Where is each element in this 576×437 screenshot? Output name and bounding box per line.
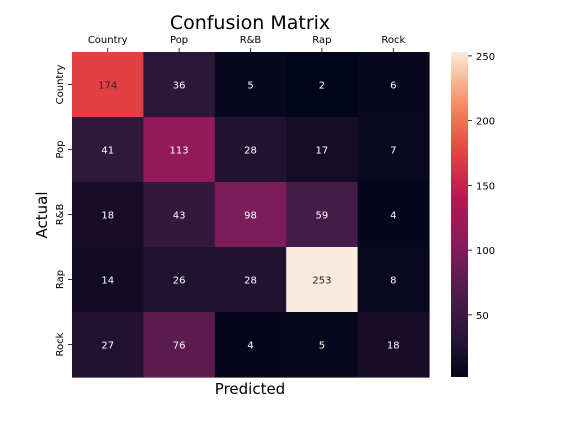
- heatmap-cell: [214, 247, 287, 313]
- heatmap-cell: [143, 312, 216, 378]
- colorbar-ticks: 50 100 150 200 250: [468, 52, 495, 322]
- cell-value-label: 41: [101, 146, 114, 157]
- heatmap-cells: 174 36 5 2 641 113 28 17 718 43 98 59 414 26 28 253 827 7…: [72, 52, 430, 378]
- cell-value-label: 5: [247, 81, 253, 92]
- heatmap-cell: [357, 117, 430, 183]
- x-tick-label: Rap: [312, 35, 331, 46]
- cell-value-label: 76: [173, 341, 186, 352]
- cell-value-label: 4: [247, 341, 253, 352]
- cell-value-label: 43: [173, 211, 186, 222]
- heatmap-cell: [357, 247, 430, 313]
- colorbar-tick-label: 100: [476, 246, 495, 257]
- y-tick-label: Rock: [55, 332, 66, 356]
- x-tick-label: Pop: [170, 35, 188, 46]
- cell-value-label: 14: [101, 276, 114, 287]
- heatmap-cell: [357, 182, 430, 248]
- cell-value-label: 113: [170, 146, 189, 157]
- cell-value-label: 28: [244, 276, 257, 287]
- heatmap-cell: [72, 312, 144, 378]
- y-tick-label: Country: [55, 65, 66, 105]
- heatmap-cell: [357, 312, 430, 378]
- heatmap-cell: [143, 117, 216, 183]
- cell-value-label: 27: [101, 341, 114, 352]
- y-tick-label: Pop: [55, 140, 66, 158]
- heatmap-cell: [286, 312, 359, 378]
- colorbar-tick-label: 250: [476, 52, 495, 63]
- heatmap-cell: [286, 52, 359, 118]
- x-axis-label: Predicted: [215, 380, 285, 398]
- cell-value-label: 4: [390, 211, 396, 222]
- x-tick-labels: Country Pop R&B Rap Rock: [88, 35, 405, 52]
- heatmap-cell: [72, 52, 144, 118]
- heatmap-cell: [143, 182, 216, 248]
- heatmap-cell: [214, 182, 287, 248]
- heatmap-cell: [72, 117, 144, 183]
- chart-title: Confusion Matrix: [170, 12, 330, 34]
- y-tick-label: R&B: [55, 204, 66, 226]
- cell-value-label: 26: [173, 276, 186, 287]
- cell-value-label: 36: [173, 81, 186, 92]
- heatmap-cell: [72, 247, 144, 313]
- heatmap-cell: [143, 247, 216, 313]
- colorbar-tick-label: 150: [476, 181, 495, 192]
- y-tick-label: Rap: [55, 270, 66, 289]
- cell-value-label: 2: [319, 81, 325, 92]
- cell-value-label: 17: [316, 146, 329, 157]
- colorbar-tick-label: 200: [476, 117, 495, 128]
- cell-value-label: 18: [387, 341, 400, 352]
- cell-value-label: 59: [316, 211, 329, 222]
- heatmap-cell: [143, 52, 216, 118]
- colorbar-tick-label: 50: [476, 311, 489, 322]
- cell-value-label: 28: [244, 146, 257, 157]
- heatmap-cell: [72, 182, 144, 248]
- heatmap-cell: [214, 312, 287, 378]
- heatmap-cell: [286, 117, 359, 183]
- y-axis-label: Actual: [33, 192, 51, 239]
- heatmap-cell: [286, 247, 359, 313]
- colorbar: [451, 52, 468, 377]
- x-tick-label: R&B: [240, 35, 262, 46]
- cell-value-label: 5: [319, 341, 325, 352]
- heatmap-cell: [357, 52, 430, 118]
- cell-value-label: 18: [101, 211, 114, 222]
- x-tick-label: Rock: [381, 35, 405, 46]
- heatmap-cell: [214, 52, 287, 118]
- cell-value-label: 253: [312, 276, 331, 287]
- x-tick-label: Country: [88, 35, 128, 46]
- cell-value-label: 174: [98, 81, 117, 92]
- cell-value-label: 98: [244, 211, 257, 222]
- y-tick-labels: Country Pop R&B Rap Rock: [55, 65, 72, 356]
- cell-value-label: 6: [390, 81, 396, 92]
- cell-value-label: 8: [390, 276, 396, 287]
- heatmap-cell: [214, 117, 287, 183]
- cell-value-label: 7: [390, 146, 396, 157]
- heatmap-cell: [286, 182, 359, 248]
